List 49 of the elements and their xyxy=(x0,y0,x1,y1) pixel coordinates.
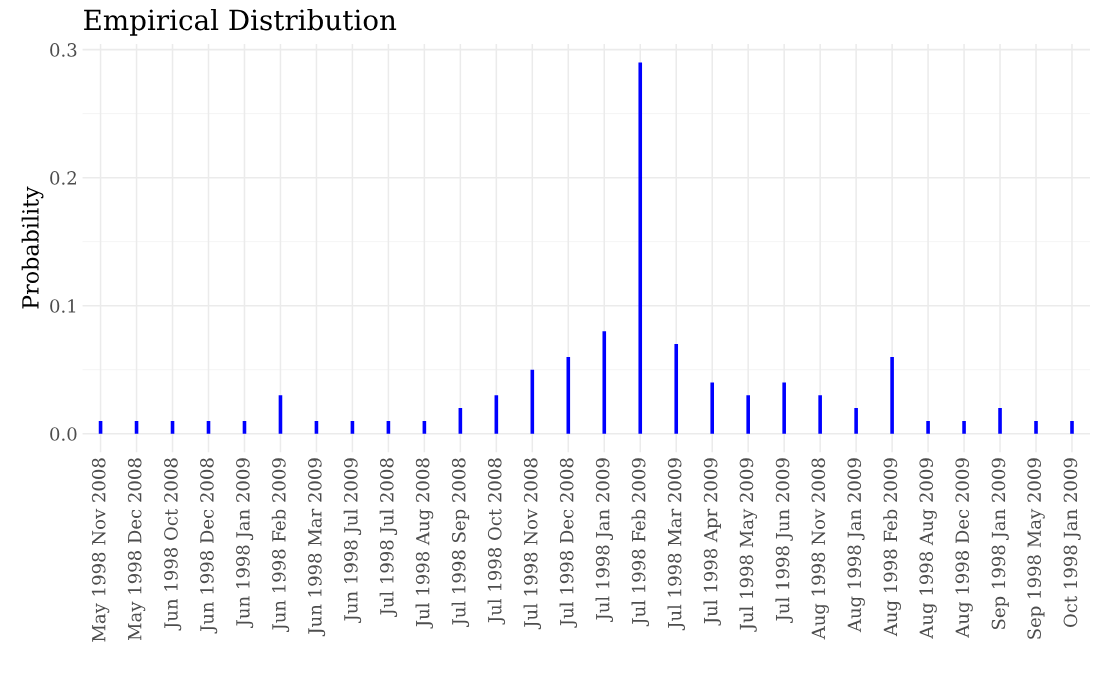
x-tick-label: Sep 1998 Jan 2009 xyxy=(991,458,1009,629)
y-tick-label: 0.1 xyxy=(50,299,76,313)
x-tick-label: Jul 1998 Dec 2008 xyxy=(559,458,578,628)
x-tick-label: Jul 1998 Mar 2009 xyxy=(667,458,685,631)
x-tick-label: Jul 1998 Jun 2009 xyxy=(775,458,793,623)
y-tick-label: 0.2 xyxy=(50,171,76,185)
bar xyxy=(890,356,894,434)
bar xyxy=(962,420,966,434)
x-tick-label: Jul 1998 Jul 2008 xyxy=(379,458,398,618)
x-tick-label: Jul 1998 Oct 2008 xyxy=(487,458,506,625)
x-tick-label: Jul 1998 Sep 2008 xyxy=(451,458,470,627)
bar xyxy=(782,382,786,434)
x-tick-label: Jun 1998 Oct 2008 xyxy=(164,458,182,631)
x-tick-label: Jul 1998 Jan 2009 xyxy=(595,458,614,623)
bar xyxy=(710,382,715,434)
y-axis-title: Probability xyxy=(21,186,44,309)
x-tick-label: Jun 1998 Jul 2009 xyxy=(343,458,362,623)
x-tick-label: Jul 1998 May 2009 xyxy=(739,458,758,632)
bar xyxy=(926,420,930,434)
x-tick-label: Jun 1998 Dec 2008 xyxy=(200,458,218,634)
bar xyxy=(854,408,858,434)
x-tick-label: May 1998 Dec 2008 xyxy=(127,458,146,641)
bar xyxy=(566,356,571,434)
bar xyxy=(1034,420,1038,434)
x-tick-label: Jun 1998 Jan 2009 xyxy=(236,458,254,628)
bar xyxy=(602,331,607,434)
bar xyxy=(674,344,679,434)
x-tick-label: Sep 1998 May 2009 xyxy=(1027,458,1045,639)
y-tick-label: 0.0 xyxy=(50,427,77,441)
x-tick-label: Aug 1998 Jan 2009 xyxy=(847,458,865,633)
bar xyxy=(1070,420,1074,434)
x-tick-label: Aug 1998 Nov 2008 xyxy=(811,458,829,640)
x-tick-label: Aug 1998 Feb 2009 xyxy=(883,458,901,637)
bar xyxy=(638,62,643,434)
x-tick-label: Jul 1998 Aug 2008 xyxy=(415,458,434,629)
bar xyxy=(818,395,822,434)
x-tick-label: Jun 1998 Feb 2009 xyxy=(271,458,290,633)
x-tick-label: Jul 1998 Feb 2009 xyxy=(631,458,649,627)
x-tick-label: Jul 1998 Apr 2009 xyxy=(703,458,721,626)
x-tick-label: May 1998 Nov 2008 xyxy=(91,458,110,642)
x-tick-label: Jul 1998 Nov 2008 xyxy=(523,458,542,630)
chart-title: Empirical Distribution xyxy=(84,8,397,36)
bar xyxy=(746,395,750,434)
x-tick-label: Aug 1998 Dec 2009 xyxy=(955,458,973,638)
y-tick-label: 0.3 xyxy=(50,43,77,57)
bar xyxy=(998,408,1002,434)
x-tick-label: Aug 1998 Aug 2009 xyxy=(919,458,937,639)
x-tick-label: Oct 1998 Jan 2009 xyxy=(1063,458,1081,628)
x-tick-label: Jun 1998 Mar 2009 xyxy=(308,458,326,637)
